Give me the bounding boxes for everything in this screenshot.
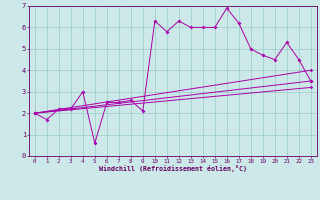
X-axis label: Windchill (Refroidissement éolien,°C): Windchill (Refroidissement éolien,°C)	[99, 165, 247, 172]
